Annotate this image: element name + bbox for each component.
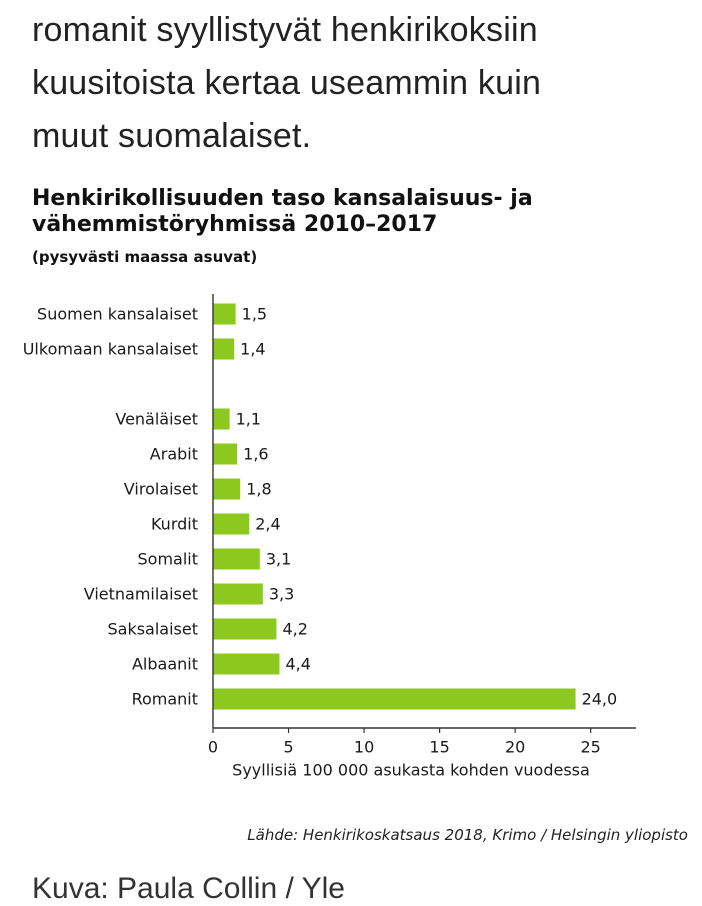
x-axis-label: Syyllisiä 100 000 asukasta kohden vuodes… — [232, 761, 590, 780]
bar — [213, 443, 238, 465]
bar — [213, 338, 235, 360]
category-label: Suomen kansalaiset — [37, 305, 198, 324]
data-label: 1,8 — [246, 480, 271, 499]
x-tick-label: 15 — [429, 738, 449, 757]
bar — [213, 408, 230, 430]
image-credit: Kuva: Paula Collin / Yle — [32, 872, 345, 905]
chart-title-line: Henkirikollisuuden taso kansalaisuus- ja — [32, 186, 533, 211]
intro-line: romanit syyllistyvät henkirikoksiin — [32, 11, 538, 49]
data-label: 1,5 — [242, 305, 267, 324]
category-label: Kurdit — [151, 515, 198, 534]
data-label: 4,4 — [285, 655, 310, 674]
bar — [213, 548, 260, 570]
intro-line: muut suomalaiset. — [32, 117, 312, 155]
bar-chart: Suomen kansalaiset 1,5 Ulkomaan kansalaise… — [23, 294, 636, 780]
bar — [213, 303, 236, 325]
data-label: 1,1 — [236, 410, 261, 429]
data-label: 1,6 — [243, 445, 268, 464]
bar — [213, 688, 576, 710]
category-label: Saksalaiset — [107, 620, 198, 639]
category-label: Albaanit — [132, 655, 198, 674]
chart-title-line: vähemmistöryhmissä 2010–2017 — [32, 212, 438, 237]
bar — [213, 478, 241, 500]
bar — [213, 653, 280, 675]
category-label: Venäläiset — [115, 410, 198, 429]
source-note: Lähde: Henkirikoskatsaus 2018, Krimo / H… — [247, 826, 688, 844]
category-label: Vietnamilaiset — [84, 585, 198, 604]
category-label: Virolaiset — [124, 480, 198, 499]
intro-text: romanit syyllistyvät henkirikoksiin kuus… — [32, 4, 692, 163]
bar — [213, 583, 263, 605]
x-tick-label: 0 — [208, 738, 218, 757]
data-label: 3,3 — [269, 585, 294, 604]
data-label: 2,4 — [255, 515, 280, 534]
intro-line: kuusitoista kertaa useammin kuin — [32, 64, 542, 102]
bar — [213, 618, 277, 640]
x-tick-label: 10 — [354, 738, 374, 757]
data-label: 24,0 — [582, 690, 618, 709]
data-label: 3,1 — [266, 550, 291, 569]
data-label: 1,4 — [240, 340, 265, 359]
x-tick-label: 20 — [505, 738, 525, 757]
data-label: 4,2 — [282, 620, 307, 639]
category-label: Romanit — [132, 690, 198, 709]
chart-title: Henkirikollisuuden taso kansalaisuus- ja… — [32, 186, 672, 238]
x-tick-label: 5 — [283, 738, 293, 757]
category-label: Somalit — [138, 550, 199, 569]
category-label: Arabit — [150, 445, 198, 464]
bar — [213, 513, 250, 535]
chart-subtitle: (pysyvästi maassa asuvat) — [32, 248, 258, 266]
x-tick-label: 25 — [580, 738, 600, 757]
category-label: Ulkomaan kansalaiset — [23, 340, 198, 359]
